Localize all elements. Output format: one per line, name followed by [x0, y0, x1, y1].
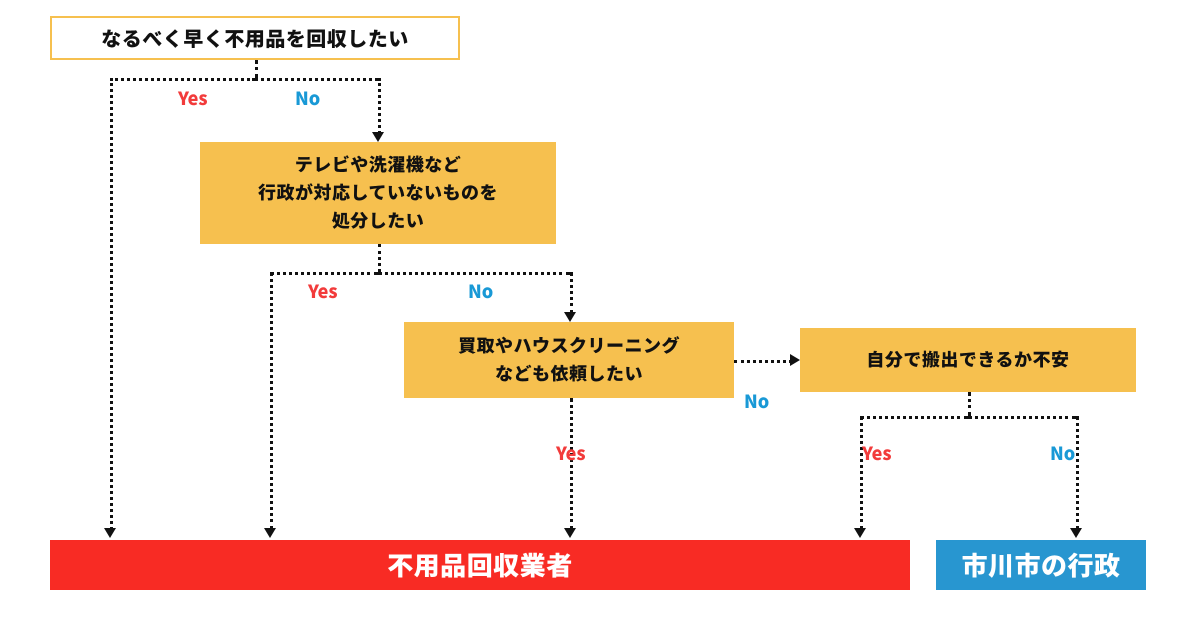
- question-2-textblock: テレビや洗濯機など 行政が対応していないものを 処分したい: [258, 151, 498, 235]
- question-node-3: 買取やハウスクリーニング なども依頼したい: [404, 322, 734, 398]
- question-node-4: 自分で搬出できるか不安: [800, 328, 1136, 392]
- question-1-text: なるべく早く不用品を回収したい: [101, 23, 409, 53]
- question-node-2: テレビや洗濯機など 行政が対応していないものを 処分したい: [200, 142, 556, 244]
- edge-segment: [270, 272, 378, 275]
- edge-segment: [734, 360, 792, 363]
- yes-label: Yes: [178, 85, 208, 111]
- question-4-text: 自分で搬出できるか不安: [866, 346, 1069, 374]
- arrow-head-icon: [854, 528, 866, 538]
- edge-segment: [270, 272, 273, 530]
- q3-line2: なども依頼したい: [495, 360, 643, 386]
- arrow-head-icon: [1070, 528, 1082, 538]
- edge-segment: [968, 392, 971, 416]
- edge-segment: [860, 416, 968, 419]
- no-label: No: [295, 85, 320, 111]
- arrow-head-icon: [104, 528, 116, 538]
- yes-label: Yes: [862, 440, 892, 466]
- edge-segment: [110, 78, 113, 530]
- q2-line2: 行政が対応していないものを: [258, 179, 498, 205]
- result-a-text: 不用品回収業者: [387, 552, 573, 578]
- no-label: No: [1050, 440, 1075, 466]
- edge-segment: [378, 272, 570, 275]
- arrow-head-icon: [564, 312, 576, 322]
- edge-segment: [255, 78, 378, 81]
- arrow-head-icon: [264, 528, 276, 538]
- edge-segment: [378, 78, 381, 134]
- question-node-1: なるべく早く不用品を回収したい: [50, 16, 460, 60]
- q2-line1: テレビや洗濯機など: [295, 151, 462, 177]
- edge-segment: [1076, 416, 1079, 530]
- edge-segment: [570, 272, 573, 314]
- question-3-textblock: 買取やハウスクリーニング なども依頼したい: [458, 332, 680, 388]
- edge-segment: [110, 78, 255, 81]
- arrow-head-icon: [790, 354, 800, 366]
- edge-segment: [255, 60, 258, 78]
- edge-segment: [860, 416, 863, 530]
- yes-label: Yes: [556, 440, 586, 466]
- no-label: No: [468, 278, 493, 304]
- edge-segment: [378, 244, 381, 272]
- q3-line1: 買取やハウスクリーニング: [458, 332, 680, 358]
- result-collector: 不用品回収業者: [50, 540, 910, 590]
- q2-line3: 処分したい: [332, 207, 425, 233]
- arrow-head-icon: [564, 528, 576, 538]
- no-label: No: [744, 388, 769, 414]
- result-city: 市川市の行政: [936, 540, 1146, 590]
- yes-label: Yes: [308, 278, 338, 304]
- result-b-text: 市川市の行政: [961, 552, 1120, 578]
- arrow-head-icon: [372, 132, 384, 142]
- edge-segment: [968, 416, 1076, 419]
